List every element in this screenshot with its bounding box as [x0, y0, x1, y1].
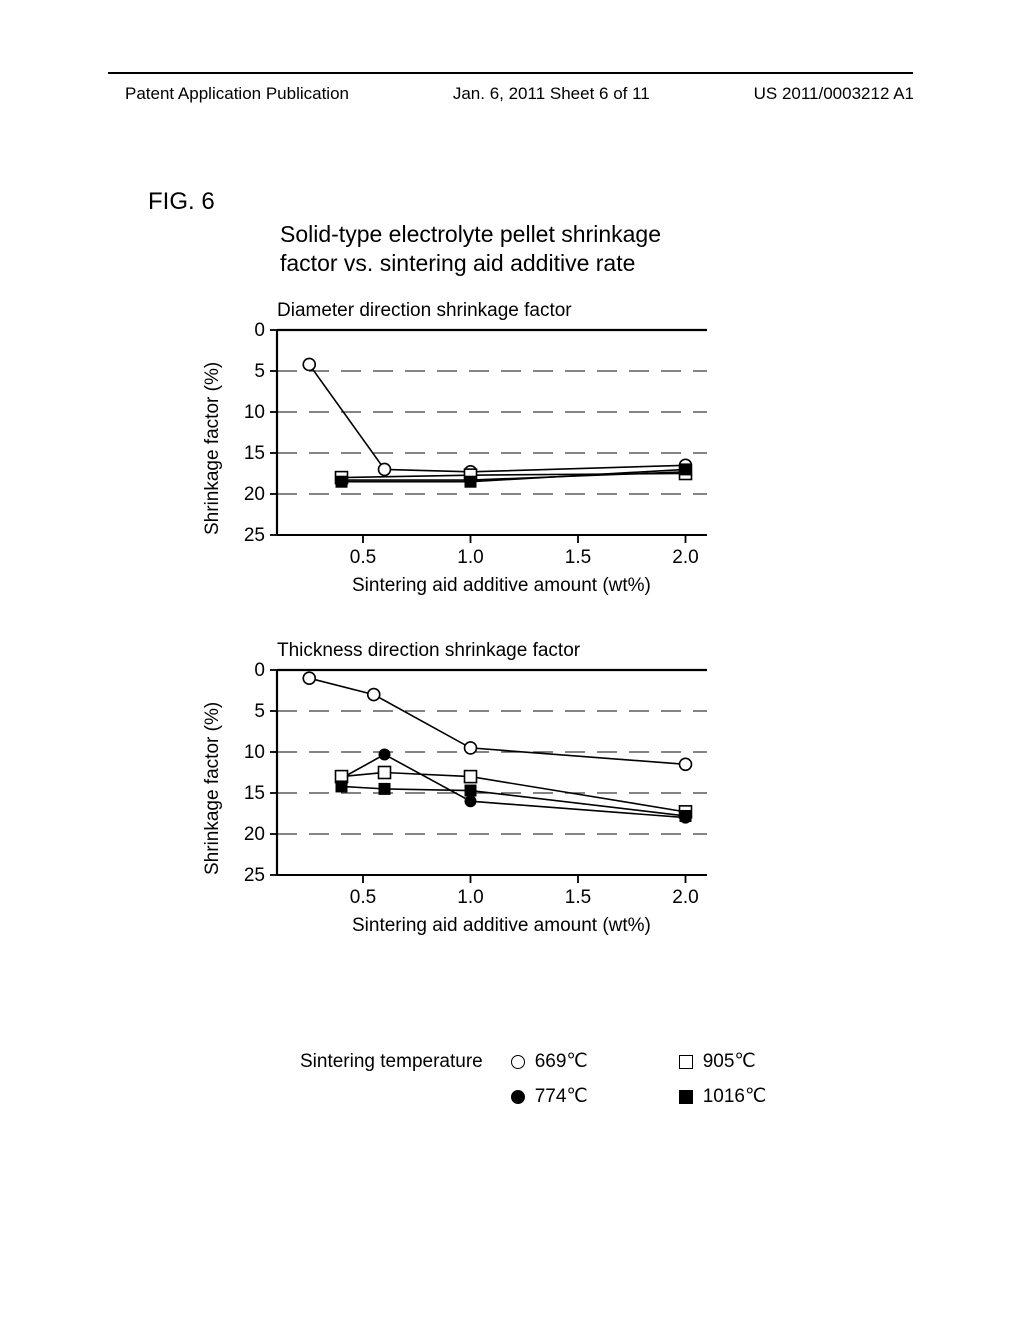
svg-text:0.5: 0.5: [350, 547, 376, 568]
svg-text:10: 10: [244, 402, 265, 423]
chart1-ylabel: Shrinkage factor (%): [202, 362, 224, 535]
chart-diameter: Diameter direction shrinkage factor Shri…: [222, 300, 742, 597]
chart2-title: Thickness direction shrinkage factor: [277, 640, 580, 662]
legend-text-669: 669℃: [535, 1050, 588, 1073]
svg-text:1.0: 1.0: [457, 887, 483, 908]
chart1-svg: 0 5 10 15 20 25 0.5 1.0 1.5 2.0: [222, 322, 742, 597]
open-square-icon: [679, 1055, 693, 1069]
legend-text-774: 774℃: [535, 1085, 588, 1108]
svg-text:0: 0: [254, 322, 265, 341]
legend-label: Sintering temperature: [300, 1051, 483, 1073]
svg-text:5: 5: [254, 361, 265, 382]
legend-item-669: 669℃: [511, 1050, 661, 1073]
svg-text:15: 15: [244, 443, 265, 464]
main-title-line2: factor vs. sintering aid additive rate: [280, 250, 635, 276]
chart2-xlabel: Sintering aid additive amount (wt%): [352, 915, 651, 937]
svg-text:1.0: 1.0: [457, 547, 483, 568]
svg-text:25: 25: [244, 865, 265, 886]
chart-thickness: Thickness direction shrinkage factor Shr…: [222, 640, 742, 937]
header-center: Jan. 6, 2011 Sheet 6 of 11: [453, 84, 650, 104]
legend-item-1016: 1016℃: [679, 1085, 829, 1108]
header-left: Patent Application Publication: [125, 84, 349, 104]
svg-text:0.5: 0.5: [350, 887, 376, 908]
main-title-line1: Solid-type electrolyte pellet shrinkage: [280, 221, 661, 247]
filled-square-icon: [679, 1090, 693, 1104]
svg-text:1.5: 1.5: [565, 547, 591, 568]
svg-text:5: 5: [254, 701, 265, 722]
page: Patent Application Publication Jan. 6, 2…: [0, 0, 1024, 1320]
legend-item-774: 774℃: [511, 1085, 661, 1108]
legend-text-905: 905℃: [703, 1050, 756, 1073]
svg-text:20: 20: [244, 484, 265, 505]
filled-circle-icon: [511, 1090, 525, 1104]
legend: Sintering temperature 669℃ 905℃ Sinterin…: [300, 1050, 829, 1120]
chart2-svg: 0 5 10 15 20 25 0.5 1.0 1.5 2.0: [222, 662, 742, 937]
chart2-ylabel: Shrinkage factor (%): [202, 702, 224, 875]
svg-text:20: 20: [244, 824, 265, 845]
figure-label: FIG. 6: [148, 188, 215, 216]
svg-text:1.5: 1.5: [565, 887, 591, 908]
header-divider: [108, 72, 913, 74]
legend-text-1016: 1016℃: [703, 1085, 767, 1108]
chart1-title: Diameter direction shrinkage factor: [277, 300, 572, 322]
open-circle-icon: [511, 1055, 525, 1069]
legend-item-905: 905℃: [679, 1050, 829, 1073]
svg-text:25: 25: [244, 525, 265, 546]
page-header: Patent Application Publication Jan. 6, 2…: [0, 84, 1024, 104]
header-right: US 2011/0003212 A1: [754, 84, 914, 104]
svg-text:0: 0: [254, 662, 265, 681]
svg-text:2.0: 2.0: [672, 547, 698, 568]
chart1-xlabel: Sintering aid additive amount (wt%): [352, 575, 651, 597]
svg-text:10: 10: [244, 742, 265, 763]
svg-text:15: 15: [244, 783, 265, 804]
figure-main-title: Solid-type electrolyte pellet shrinkage …: [280, 220, 661, 278]
svg-text:2.0: 2.0: [672, 887, 698, 908]
